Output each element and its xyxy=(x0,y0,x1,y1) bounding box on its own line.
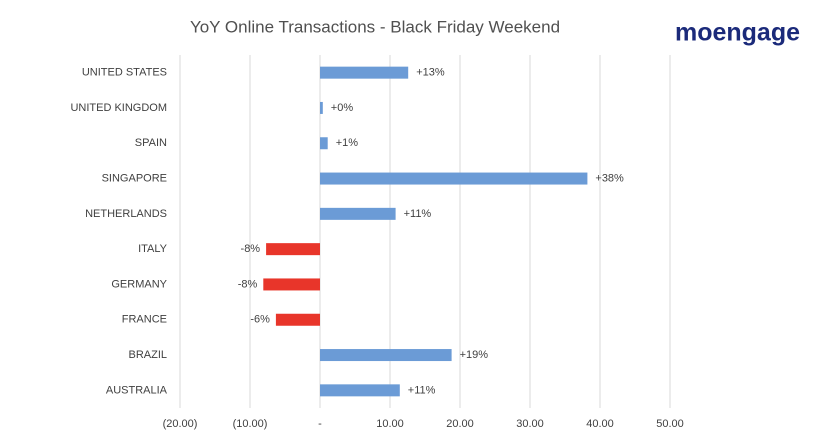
data-label: +11% xyxy=(404,208,432,220)
y-tick-label: SPAIN xyxy=(135,137,167,149)
x-tick-label: - xyxy=(318,418,322,430)
y-tick-label: AUSTRALIA xyxy=(106,384,168,396)
data-label: -6% xyxy=(250,314,270,326)
bar xyxy=(320,66,409,79)
x-tick-label: 40.00 xyxy=(586,418,614,430)
chart-title: YoY Online Transactions - Black Friday W… xyxy=(190,17,560,36)
data-label: +11% xyxy=(408,384,436,396)
y-tick-label: GERMANY xyxy=(111,278,167,290)
x-tick-label: 30.00 xyxy=(516,418,544,430)
x-tick-label: 50.00 xyxy=(656,418,684,430)
bar xyxy=(320,349,452,362)
data-label: -8% xyxy=(241,243,261,255)
y-tick-label: UNITED STATES xyxy=(82,67,167,79)
x-tick-label: 20.00 xyxy=(446,418,474,430)
y-tick-label: FRANCE xyxy=(122,314,167,326)
data-label: +1% xyxy=(336,137,359,149)
bar xyxy=(320,207,396,220)
x-tick-label: (20.00) xyxy=(163,418,198,430)
bar xyxy=(320,172,588,185)
y-tick-label: ITALY xyxy=(138,243,168,255)
data-label: +19% xyxy=(460,349,489,361)
data-label: +0% xyxy=(331,102,354,114)
bar xyxy=(266,243,320,256)
data-label: -8% xyxy=(238,278,258,290)
y-tick-label: SINGAPORE xyxy=(102,172,167,184)
data-label: +13% xyxy=(416,67,445,79)
x-tick-label: 10.00 xyxy=(376,418,404,430)
logo: moengage xyxy=(675,19,800,47)
y-tick-label: UNITED KINGDOM xyxy=(70,102,167,114)
y-tick-label: NETHERLANDS xyxy=(85,208,167,220)
bar xyxy=(320,101,323,114)
y-tick-label: BRAZIL xyxy=(128,349,167,361)
bar xyxy=(263,278,320,291)
bar xyxy=(320,137,328,150)
bar xyxy=(275,313,320,326)
bar xyxy=(320,384,400,397)
data-label: +38% xyxy=(595,172,624,184)
x-tick-label: (10.00) xyxy=(233,418,268,430)
